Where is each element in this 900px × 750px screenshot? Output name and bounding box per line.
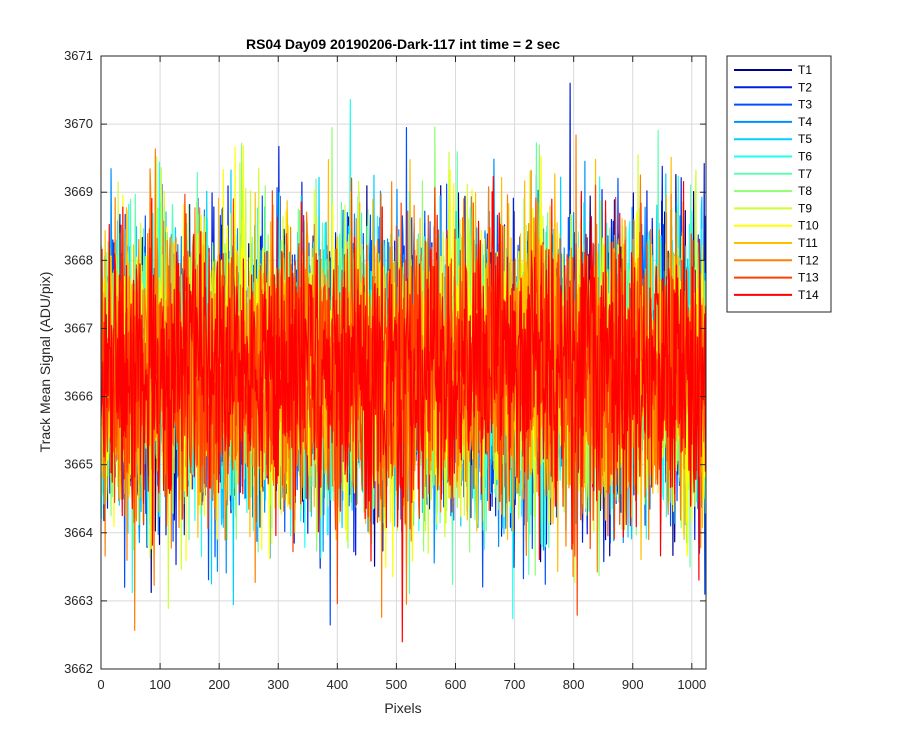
x-tick-label: 700	[504, 677, 526, 692]
x-tick-label: 0	[97, 677, 104, 692]
legend-label-t9: T9	[798, 201, 812, 215]
y-tick-label: 3664	[64, 525, 93, 540]
x-tick-label: 600	[445, 677, 467, 692]
y-tick-label: 3671	[64, 48, 93, 63]
y-tick-label: 3670	[64, 116, 93, 131]
x-tick-label: 300	[267, 677, 289, 692]
legend-label-t10: T10	[798, 219, 819, 233]
y-axis-title: Track Mean Signal (ADU/pix)	[37, 272, 53, 453]
axis-ticks: 0 100 200 300 400 500 600 700 800 900 1000 3662 3663…	[64, 48, 706, 692]
x-tick-label: 900	[622, 677, 644, 692]
legend: T1 T2 T3 T4 T5 T6 T7 T8 T9 T10 T11 T12 T13 T14	[726, 55, 832, 313]
y-tick-label: 3665	[64, 457, 93, 472]
legend-label-t4: T4	[798, 115, 812, 129]
legend-label-t12: T12	[798, 253, 819, 267]
legend-label-t7: T7	[798, 167, 812, 181]
series-group	[101, 82, 706, 643]
y-tick-label: 3667	[64, 320, 93, 335]
x-tick-label: 1000	[677, 677, 706, 692]
y-tick-label: 3663	[64, 593, 93, 608]
plot-frame	[100, 55, 707, 670]
x-tick-label: 200	[208, 677, 230, 692]
legend-label-t1: T1	[798, 63, 812, 77]
legend-label-t14: T14	[798, 288, 819, 302]
legend-label-t3: T3	[798, 98, 812, 112]
chart-title: RS04 Day09 20190206-Dark-117 int time = …	[246, 36, 560, 52]
legend-label-t5: T5	[798, 132, 812, 146]
series-line-t14	[101, 175, 706, 643]
x-tick-label: 400	[326, 677, 348, 692]
x-tick-label: 800	[563, 677, 585, 692]
y-tick-label: 3668	[64, 252, 93, 267]
x-axis-title: Pixels	[384, 700, 421, 716]
y-tick-label: 3666	[64, 389, 93, 404]
legend-label-t8: T8	[798, 184, 812, 198]
y-tick-label: 3662	[64, 661, 93, 676]
legend-label-t13: T13	[798, 271, 819, 285]
legend-box	[726, 55, 832, 313]
y-tick-label: 3669	[64, 184, 93, 199]
x-tick-label: 100	[149, 677, 171, 692]
legend-label-t6: T6	[798, 150, 812, 164]
legend-label-t11: T11	[798, 236, 818, 250]
legend-label-t2: T2	[798, 80, 812, 94]
x-tick-label: 500	[386, 677, 408, 692]
